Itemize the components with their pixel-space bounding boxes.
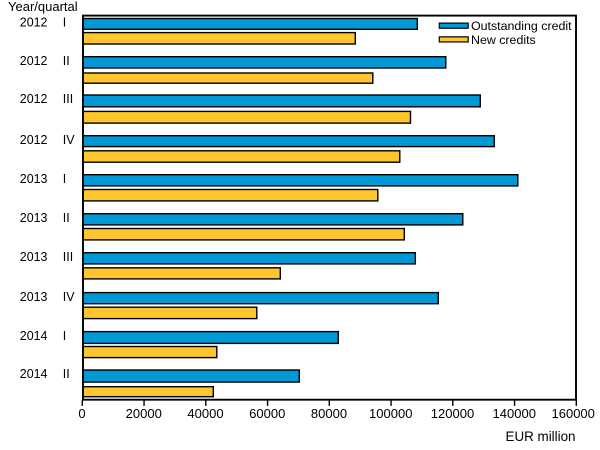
svg-text:IV: IV: [63, 133, 75, 147]
svg-text:20000: 20000: [126, 406, 162, 421]
svg-text:EUR million: EUR million: [506, 429, 576, 444]
svg-text:II: II: [63, 367, 70, 381]
svg-text:2014: 2014: [20, 367, 48, 381]
svg-text:2013: 2013: [20, 211, 48, 225]
svg-text:2012: 2012: [20, 133, 48, 147]
svg-text:2013: 2013: [20, 250, 48, 264]
svg-text:2014: 2014: [20, 329, 48, 343]
svg-text:40000: 40000: [187, 406, 223, 421]
svg-text:2012: 2012: [20, 54, 48, 68]
svg-text:I: I: [63, 16, 66, 30]
svg-text:0: 0: [78, 406, 85, 421]
svg-text:III: III: [63, 92, 73, 106]
svg-text:2012: 2012: [20, 16, 48, 30]
svg-text:100000: 100000: [369, 406, 412, 421]
svg-text:160000: 160000: [552, 406, 595, 421]
svg-text:New credits: New credits: [471, 33, 536, 47]
svg-text:120000: 120000: [431, 406, 474, 421]
svg-text:III: III: [63, 250, 73, 264]
svg-text:80000: 80000: [311, 406, 347, 421]
svg-text:60000: 60000: [249, 406, 285, 421]
svg-text:Year/quartal: Year/quartal: [8, 0, 78, 14]
svg-text:2013: 2013: [20, 172, 48, 186]
svg-text:II: II: [63, 54, 70, 68]
svg-text:I: I: [63, 329, 66, 343]
svg-text:II: II: [63, 211, 70, 225]
svg-text:2012: 2012: [20, 92, 48, 106]
svg-text:2013: 2013: [20, 290, 48, 304]
svg-text:Outstanding credit: Outstanding credit: [471, 19, 572, 33]
svg-text:140000: 140000: [493, 406, 536, 421]
svg-text:IV: IV: [63, 290, 75, 304]
svg-text:I: I: [63, 172, 66, 186]
